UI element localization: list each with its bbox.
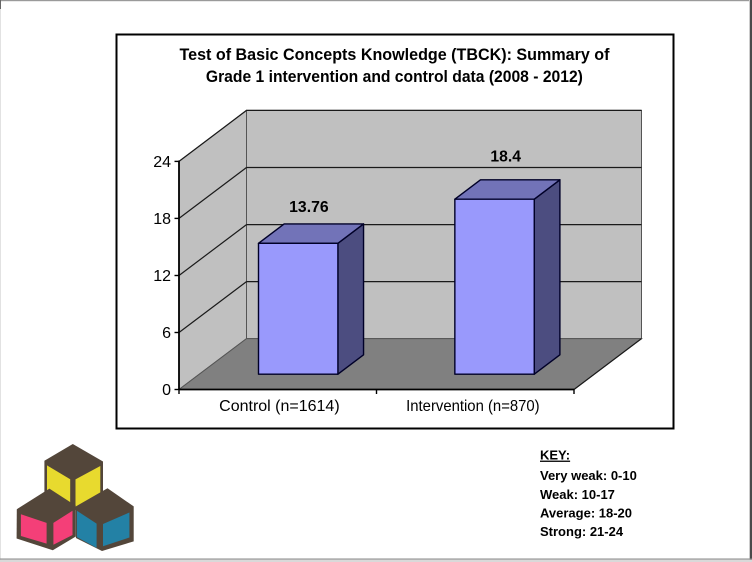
svg-text:18: 18 (153, 211, 171, 228)
svg-text:Average: 18-20: Average: 18-20 (540, 506, 632, 521)
svg-text:Test of Basic Concepts Knowled: Test of Basic Concepts Knowledge (TBCK):… (180, 46, 610, 64)
svg-text:Very weak: 0-10: Very weak: 0-10 (540, 468, 637, 483)
svg-text:Control (n=1614): Control (n=1614) (219, 398, 340, 415)
svg-text:12: 12 (153, 268, 171, 285)
svg-text:Strong: 21-24: Strong: 21-24 (540, 524, 624, 539)
svg-text:13.76: 13.76 (289, 199, 329, 216)
svg-text:Intervention (n=870): Intervention (n=870) (406, 398, 540, 415)
svg-text:18.4: 18.4 (490, 148, 521, 165)
svg-text:6: 6 (162, 325, 171, 342)
svg-text:KEY:: KEY: (540, 448, 570, 463)
svg-text:Weak: 10-17: Weak: 10-17 (540, 487, 615, 502)
svg-text:Grade 1 intervention and contr: Grade 1 intervention and control data (2… (206, 68, 583, 86)
svg-text:0: 0 (162, 382, 171, 399)
svg-text:24: 24 (153, 154, 171, 171)
